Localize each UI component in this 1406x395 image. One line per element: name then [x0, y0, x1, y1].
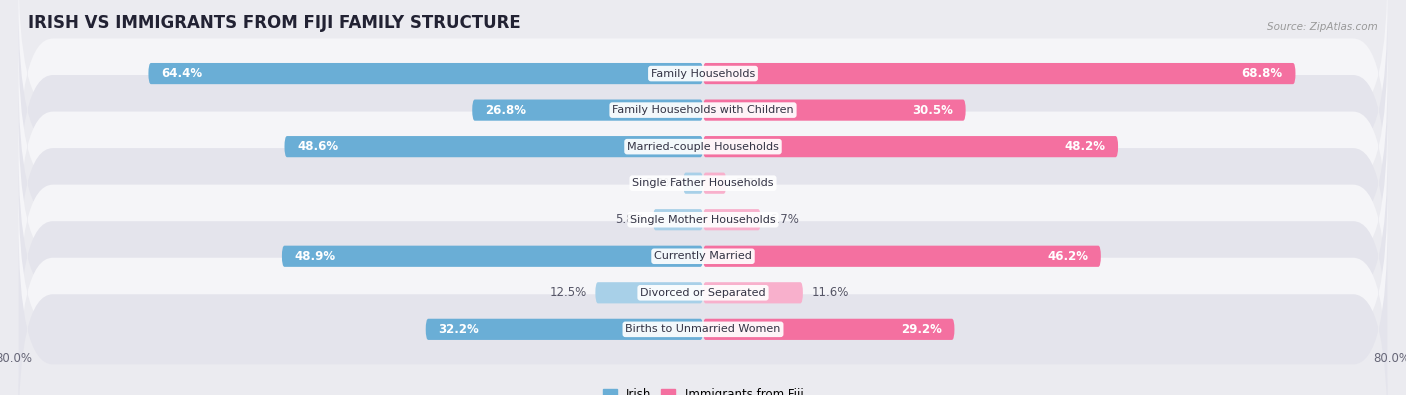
Text: 5.8%: 5.8% [614, 213, 644, 226]
Text: Family Households: Family Households [651, 69, 755, 79]
FancyBboxPatch shape [18, 0, 1388, 221]
Text: Source: ZipAtlas.com: Source: ZipAtlas.com [1267, 22, 1378, 32]
Legend: Irish, Immigrants from Fiji: Irish, Immigrants from Fiji [598, 384, 808, 395]
Text: 12.5%: 12.5% [550, 286, 586, 299]
FancyBboxPatch shape [472, 100, 703, 121]
FancyBboxPatch shape [683, 173, 703, 194]
Text: 46.2%: 46.2% [1047, 250, 1088, 263]
FancyBboxPatch shape [18, 72, 1388, 294]
Text: Divorced or Separated: Divorced or Separated [640, 288, 766, 298]
FancyBboxPatch shape [149, 63, 703, 84]
Text: 48.2%: 48.2% [1064, 140, 1105, 153]
Text: 2.3%: 2.3% [645, 177, 675, 190]
FancyBboxPatch shape [703, 173, 727, 194]
FancyBboxPatch shape [18, 218, 1388, 395]
FancyBboxPatch shape [18, 109, 1388, 331]
FancyBboxPatch shape [281, 246, 703, 267]
FancyBboxPatch shape [595, 282, 703, 303]
Text: Single Father Households: Single Father Households [633, 178, 773, 188]
FancyBboxPatch shape [703, 246, 1101, 267]
FancyBboxPatch shape [426, 319, 703, 340]
FancyBboxPatch shape [703, 282, 803, 303]
Text: 29.2%: 29.2% [901, 323, 942, 336]
FancyBboxPatch shape [652, 209, 703, 230]
Text: Currently Married: Currently Married [654, 251, 752, 261]
Text: 64.4%: 64.4% [162, 67, 202, 80]
Text: Married-couple Households: Married-couple Households [627, 142, 779, 152]
FancyBboxPatch shape [703, 136, 1118, 157]
FancyBboxPatch shape [703, 209, 761, 230]
Text: 6.7%: 6.7% [769, 213, 799, 226]
Text: Single Mother Households: Single Mother Households [630, 215, 776, 225]
FancyBboxPatch shape [703, 319, 955, 340]
Text: 30.5%: 30.5% [912, 103, 953, 117]
FancyBboxPatch shape [703, 63, 1295, 84]
Text: Family Households with Children: Family Households with Children [612, 105, 794, 115]
Text: IRISH VS IMMIGRANTS FROM FIJI FAMILY STRUCTURE: IRISH VS IMMIGRANTS FROM FIJI FAMILY STR… [28, 14, 520, 32]
FancyBboxPatch shape [284, 136, 703, 157]
Text: Births to Unmarried Women: Births to Unmarried Women [626, 324, 780, 334]
Text: 2.7%: 2.7% [735, 177, 765, 190]
FancyBboxPatch shape [18, 0, 1388, 184]
FancyBboxPatch shape [18, 182, 1388, 395]
Text: 68.8%: 68.8% [1241, 67, 1282, 80]
Text: 48.9%: 48.9% [295, 250, 336, 263]
FancyBboxPatch shape [18, 145, 1388, 367]
Text: 11.6%: 11.6% [811, 286, 849, 299]
FancyBboxPatch shape [703, 100, 966, 121]
Text: 32.2%: 32.2% [439, 323, 479, 336]
Text: 26.8%: 26.8% [485, 103, 526, 117]
Text: 48.6%: 48.6% [298, 140, 339, 153]
FancyBboxPatch shape [18, 36, 1388, 258]
